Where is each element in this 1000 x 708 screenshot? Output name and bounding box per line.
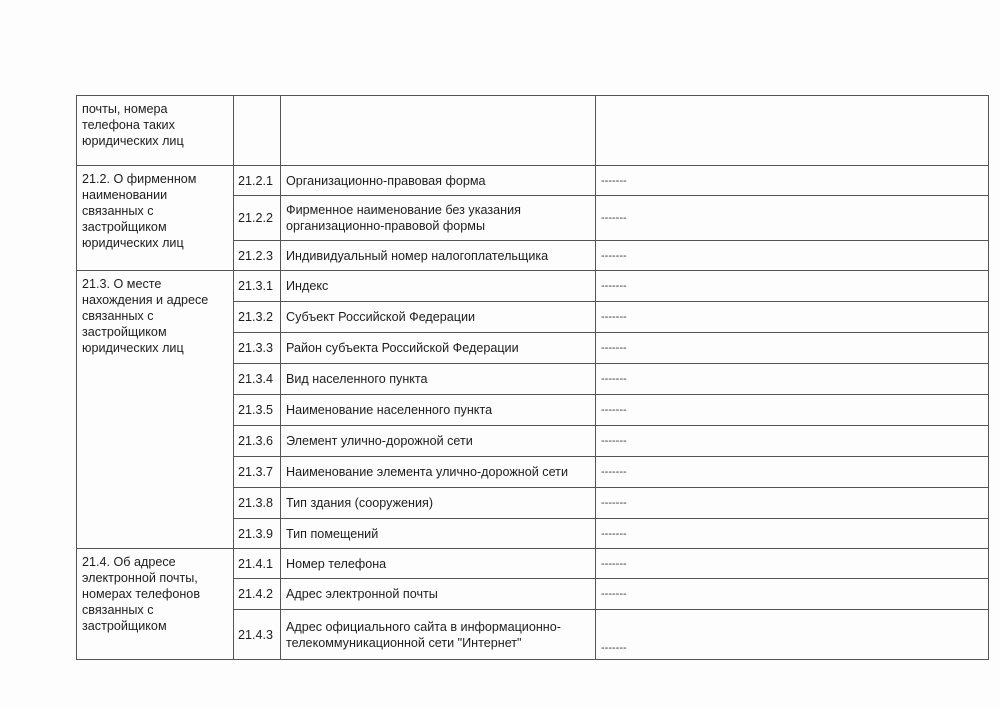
row-label: Фирменное наименование без указания орга… (280, 195, 596, 241)
row-number: 21.3.8 (233, 487, 281, 519)
table-row: почты, номера телефона таких юридических… (76, 95, 989, 166)
row-label: Организационно-правовая форма (280, 165, 596, 196)
row-value: ------- (595, 609, 989, 660)
section-title: 21.2. О фирменном наименовании связанных… (76, 165, 234, 271)
row-value: ------- (595, 301, 989, 333)
disclosure-table: почты, номера телефона таких юридических… (76, 95, 989, 660)
row-value: ------- (595, 487, 989, 519)
row-number: 21.2.3 (233, 240, 281, 271)
row-number: 21.3.6 (233, 425, 281, 457)
row-number: 21.3.3 (233, 332, 281, 364)
row-number: 21.3.2 (233, 301, 281, 333)
row-number: 21.3.1 (233, 270, 281, 302)
table-row: 21.3.3 Район субъекта Российской Федераци… (77, 332, 989, 364)
row-value: ------- (595, 363, 989, 395)
row-value: ------- (595, 578, 989, 610)
row-label: Индекс (280, 270, 596, 302)
row-label: Наименование элемента улично-дорожной се… (280, 456, 596, 488)
table-row: 21.3.9 Тип помещений ------- (77, 518, 989, 549)
row-value: ------- (595, 548, 989, 579)
row-number (233, 95, 281, 166)
row-label: Вид населенного пункта (280, 363, 596, 395)
row-value: ------- (595, 456, 989, 488)
row-value: ------- (595, 165, 989, 196)
row-number: 21.3.5 (233, 394, 281, 426)
row-number: 21.2.1 (233, 165, 281, 196)
row-label: Тип помещений (280, 518, 596, 549)
row-number: 21.3.7 (233, 456, 281, 488)
table-row: 21.4.2 Адрес электронной почты ------- (77, 578, 989, 610)
row-label: Тип здания (сооружения) (280, 487, 596, 519)
table-row: 21.3. О месте нахождения и адресе связан… (76, 270, 989, 549)
row-label (280, 95, 596, 166)
table-row: 21.4. Об адресе электронной почты, номер… (76, 548, 989, 660)
table-row: 21.4.3 Адрес официального сайта в информа… (77, 609, 989, 660)
row-value: ------- (595, 332, 989, 364)
row-label: Район субъекта Российской Федерации (280, 332, 596, 364)
table-row: 21.2. О фирменном наименовании связанных… (76, 165, 989, 271)
row-value: ------- (595, 195, 989, 241)
row-number: 21.4.2 (233, 578, 281, 610)
row-number: 21.3.4 (233, 363, 281, 395)
row-label: Адрес официального сайта в информационно… (280, 609, 596, 660)
row-number: 21.4.1 (233, 548, 281, 579)
row-number: 21.2.2 (233, 195, 281, 241)
section-title: 21.4. Об адресе электронной почты, номер… (76, 548, 234, 660)
row-label: Индивидуальный номер налогоплательщика (280, 240, 596, 271)
row-value: ------- (595, 240, 989, 271)
row-label: Элемент улично-дорожной сети (280, 425, 596, 457)
row-value: ------- (595, 518, 989, 549)
row-value (595, 95, 989, 166)
row-label: Адрес электронной почты (280, 578, 596, 610)
row-label: Субъект Российской Федерации (280, 301, 596, 333)
section-title: 21.3. О месте нахождения и адресе связан… (76, 270, 234, 549)
row-value: ------- (595, 394, 989, 426)
table-row: 21.3.7 Наименование элемента улично-дорож… (77, 456, 989, 488)
row-value: ------- (595, 270, 989, 302)
table-row: 21.2.3 Индивидуальный номер налогоплатель… (77, 240, 989, 271)
row-number: 21.3.9 (233, 518, 281, 549)
row-value: ------- (595, 425, 989, 457)
row-number: 21.4.3 (233, 609, 281, 660)
row-label: Наименование населенного пункта (280, 394, 596, 426)
row-label: Номер телефона (280, 548, 596, 579)
section-title: почты, номера телефона таких юридических… (76, 95, 234, 166)
table-row: 21.2.2 Фирменное наименование без указани… (77, 195, 989, 241)
